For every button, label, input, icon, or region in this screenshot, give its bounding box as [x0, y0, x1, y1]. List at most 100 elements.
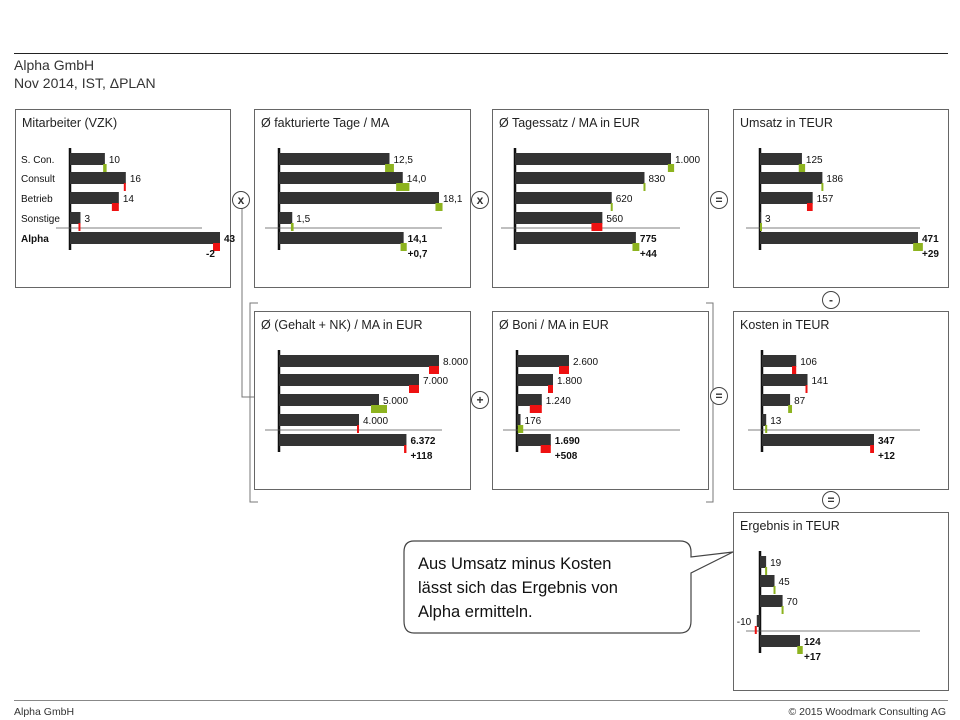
delta-marker [610, 203, 613, 211]
bar [760, 556, 767, 568]
value-label: 620 [616, 194, 633, 205]
total-delta-label: +12 [878, 451, 895, 462]
panel-title: Kosten in TEUR [740, 318, 830, 332]
value-label: 1.800 [557, 376, 582, 387]
panel-boni: Ø Boni / MA in EUR 2.600 1.800 1.240 176 1.6… [492, 311, 709, 490]
delta-marker [371, 405, 387, 413]
value-label: 45 [779, 577, 791, 588]
category-label: Betrieb [21, 194, 53, 205]
callout-line: Alpha ermitteln. [418, 603, 533, 621]
delta-marker [540, 445, 551, 453]
equals-operator-icon: = [710, 387, 728, 405]
delta-marker [632, 243, 640, 251]
bar [70, 212, 81, 224]
bar [279, 232, 404, 244]
bar [279, 394, 379, 406]
value-label: 124 [804, 637, 821, 648]
bar [279, 374, 419, 386]
panel-title: Ergebnis in TEUR [740, 519, 840, 533]
delta-marker [123, 183, 126, 191]
value-label: -10 [737, 617, 752, 628]
delta-marker [591, 223, 603, 231]
panel-mitarbeiter: Mitarbeiter (VZK) 10 S. Con. 16 Consult 14 Be… [15, 109, 236, 288]
bar [515, 192, 612, 204]
value-label: 106 [800, 357, 817, 368]
footer-rule [14, 700, 948, 701]
chart-boni: 2.600 1.800 1.240 176 1.690 +508 [503, 350, 680, 462]
delta-marker [400, 243, 407, 251]
callout-text: Aus Umsatz minus Kosten lässt sich das E… [418, 552, 678, 624]
value-label: 10 [109, 155, 121, 166]
value-label: 14,0 [407, 174, 427, 185]
delta-marker [290, 223, 294, 231]
value-label: 347 [878, 436, 895, 447]
delta-marker [760, 223, 763, 231]
delta-marker [765, 567, 768, 575]
bar [760, 232, 918, 244]
bar [279, 153, 390, 165]
bar [760, 635, 800, 647]
total-delta-label: +17 [804, 652, 821, 663]
delta-marker [754, 626, 757, 634]
delta-marker [792, 366, 797, 374]
delta-marker [409, 385, 419, 393]
header-rule [14, 53, 948, 54]
category-label: Alpha [21, 234, 49, 245]
bar [279, 414, 359, 426]
minus-operator-icon: - [822, 291, 840, 309]
value-label: 7.000 [423, 376, 448, 387]
delta-marker [797, 646, 803, 654]
delta-marker [821, 183, 824, 191]
delta-marker [111, 203, 119, 211]
chart-mitarbeiter: 10 S. Con. 16 Consult 14 Betrieb 3 Sonstige 43 Al… [21, 148, 236, 260]
multiply-operator-icon: x [232, 191, 250, 209]
value-label: 4.000 [363, 416, 388, 427]
delta-marker [435, 203, 443, 211]
bar [279, 434, 407, 446]
panel-kosten: Kosten in TEUR 106 141 87 13 347 +12 [733, 311, 949, 490]
panel-title: Ø Boni / MA in EUR [499, 318, 609, 332]
bar [517, 374, 553, 386]
value-label: 3 [84, 214, 90, 225]
bar [515, 212, 603, 224]
delta-marker [357, 425, 359, 433]
value-label: 14 [123, 194, 135, 205]
chart-kosten: 106 141 87 13 347 +12 [748, 350, 920, 462]
value-label: 1.690 [555, 436, 580, 447]
value-label: 19 [770, 558, 782, 569]
chart-tagessatz: 1.000 830 620 560 775 +44 [501, 148, 700, 260]
bar [762, 414, 767, 426]
delta-marker [517, 425, 524, 433]
value-label: 13 [770, 416, 782, 427]
delta-marker [798, 164, 806, 172]
bar [760, 192, 813, 204]
bar [70, 153, 105, 165]
callout-line: Aus Umsatz minus Kosten [418, 555, 612, 573]
bar [760, 212, 762, 224]
equals-operator-icon: = [822, 491, 840, 509]
total-delta-label: +508 [555, 451, 578, 462]
bar [762, 374, 808, 386]
delta-marker [404, 445, 407, 453]
value-label: 6.372 [410, 436, 435, 447]
delta-marker [643, 183, 646, 191]
delta-marker [781, 606, 784, 614]
bar [762, 355, 797, 367]
equals-operator-icon: = [710, 191, 728, 209]
total-delta-label: +118 [410, 451, 432, 462]
company-title: Alpha GmbH [14, 57, 95, 73]
value-label: 18,1 [443, 194, 463, 205]
bar [517, 414, 521, 426]
delta-marker [429, 366, 439, 374]
bar [515, 153, 671, 165]
panel-tagessatz: Ø Tagessatz / MA in EUR 1.000 830 620 560 77… [492, 109, 709, 288]
bar [279, 212, 293, 224]
total-delta-label: +44 [640, 249, 657, 260]
bar [70, 192, 119, 204]
total-delta-label: -2 [206, 249, 215, 260]
value-label: 1,5 [296, 214, 310, 225]
chart-gehalt: 8.000 7.000 5.000 4.000 6.372 +118 [265, 350, 468, 462]
value-label: 3 [765, 214, 771, 225]
